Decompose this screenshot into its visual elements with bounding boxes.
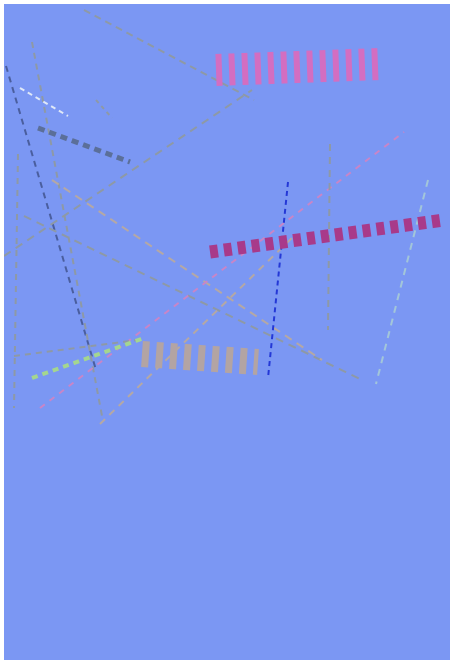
stroke-tan-diagonal-up	[99, 235, 295, 425]
stroke-grey-diagonal-down	[23, 215, 363, 381]
stroke-blue-vertical	[267, 181, 289, 379]
stroke-grey-left-steep	[31, 41, 103, 417]
stroke-pink-diagonal	[39, 131, 405, 409]
stroke-lightblue-right	[375, 179, 429, 385]
stroke-magenta-thick-right	[209, 213, 445, 259]
stroke-grey-long-top	[83, 9, 255, 101]
stroke-grey-diagonal-right	[4, 89, 253, 257]
stroke-lightgreen	[31, 336, 145, 380]
stroke-tan-thick-middle	[141, 341, 259, 375]
strokes-svg	[4, 4, 450, 660]
stroke-pink-thick-top	[215, 48, 381, 86]
drawing-canvas	[4, 4, 450, 660]
stroke-navy-left-steep	[5, 65, 97, 371]
stroke-white-short	[19, 87, 69, 117]
stroke-tan-diagonal-down	[51, 179, 323, 361]
stroke-grey-horizontal-left	[13, 339, 139, 357]
canvas-background	[4, 4, 450, 660]
stroke-slate-short	[37, 125, 131, 165]
